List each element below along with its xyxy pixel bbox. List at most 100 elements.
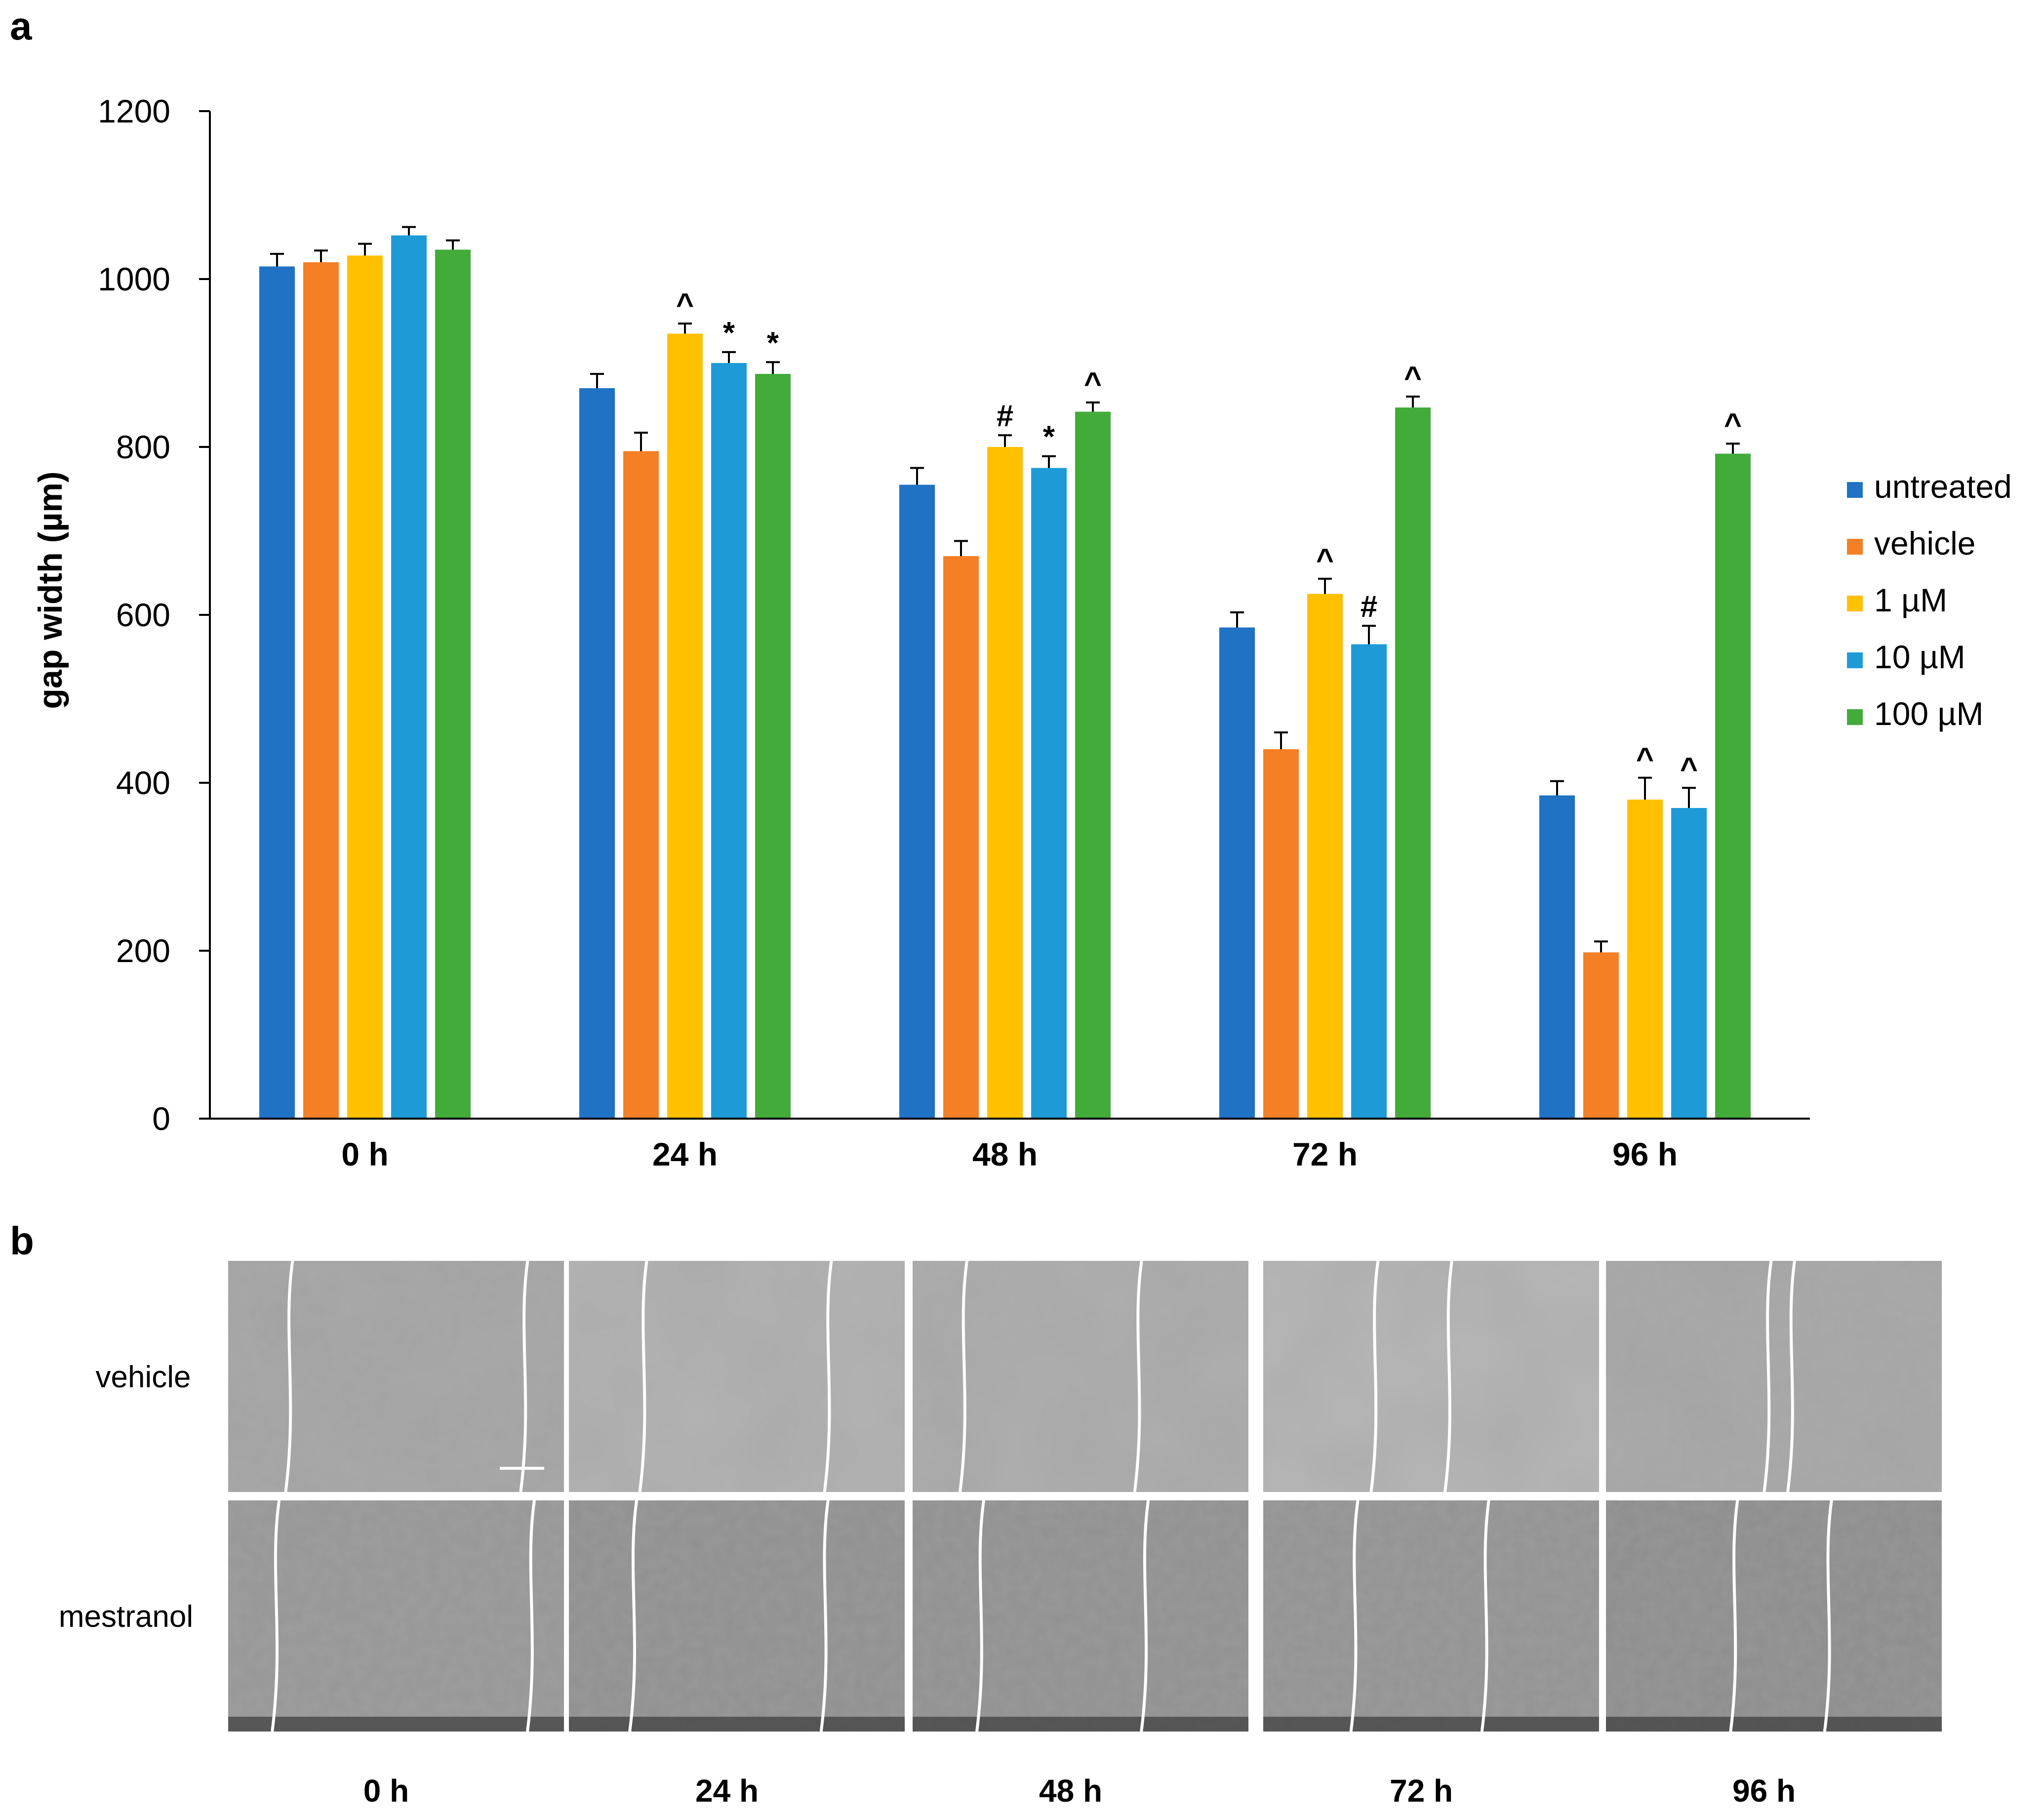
legend-entry: 1 µM (1874, 582, 1947, 618)
bar-vehicle-24h (623, 451, 659, 1119)
y-axis-label: gap width (µm) (32, 471, 69, 709)
bar-untreated-0h (259, 266, 295, 1119)
row-label-vehicle: vehicle (96, 1360, 191, 1394)
micrograph-edge-shadow (913, 1717, 1248, 1732)
bar-10-m-0h (391, 235, 427, 1119)
wound-edge-right (519, 1260, 529, 1492)
bar-100-m-96h (1715, 453, 1751, 1119)
micrograph-tile-mestranol-48h (913, 1500, 1248, 1732)
column-label: 96 h (1732, 1773, 1796, 1809)
micrograph-panel: vehicle mestranol 0 h 24 h 48 h 72 h 96 h (59, 1260, 1942, 1809)
bar-untreated-96h (1539, 795, 1575, 1119)
micrograph-texture (1263, 1500, 1599, 1732)
bar-10-m-48h (1031, 468, 1067, 1119)
legend-entry: vehicle (1874, 525, 1975, 562)
column-label: 0 h (363, 1773, 409, 1809)
micrograph-edge-shadow (228, 1717, 564, 1732)
column-label: 72 h (1390, 1773, 1453, 1809)
micrograph-texture (913, 1261, 1248, 1492)
bar-untreated-24h (579, 388, 615, 1119)
bar-untreated-72h (1219, 627, 1255, 1119)
legend-entry: 10 µM (1874, 639, 1965, 675)
y-tick-label: 1000 (98, 261, 170, 297)
significance-marker: * (767, 326, 779, 360)
significance-marker: ^ (1680, 752, 1698, 786)
micrograph-tile-vehicle-48h (913, 1260, 1248, 1492)
wound-edge-right (1823, 1500, 1833, 1732)
bar-1-m-96h (1627, 800, 1663, 1119)
significance-marker: ^ (1636, 742, 1654, 776)
micrograph-texture (1606, 1261, 1942, 1492)
wound-edge-left (638, 1260, 648, 1492)
bar-1-m-72h (1307, 594, 1343, 1119)
significance-marker: ^ (1724, 407, 1742, 442)
bar-vehicle-48h (943, 556, 979, 1119)
bar-100-m-24h (755, 374, 791, 1119)
legend-entry: 100 µM (1874, 695, 1983, 732)
y-axis: 0 200 400 600 800 1000 1200 (98, 93, 210, 1137)
micrograph-texture (1263, 1261, 1599, 1492)
micrograph-texture (569, 1261, 905, 1492)
micrograph-tile-mestranol-24h (569, 1500, 905, 1732)
bar-1-m-0h (347, 255, 383, 1119)
bar-chart: gap width (µm) 0 200 400 600 800 1000 1200 ^ * *… (32, 93, 2012, 1172)
micrograph-edge-shadow (569, 1717, 905, 1732)
micrograph-texture (228, 1500, 564, 1732)
wound-edge-right (1480, 1500, 1490, 1732)
legend-swatch (1847, 709, 1863, 725)
column-label: 48 h (1039, 1773, 1102, 1809)
bar-vehicle-96h (1583, 952, 1619, 1119)
wound-edge-right (823, 1260, 833, 1492)
wound-edge-right (819, 1500, 830, 1732)
significance-marker: # (1361, 590, 1377, 624)
legend-entry: untreated (1874, 468, 2012, 505)
wound-edge-left (959, 1260, 968, 1492)
bar-vehicle-72h (1263, 749, 1299, 1119)
x-tick-label: 24 h (652, 1136, 718, 1172)
significance-marker: * (723, 316, 735, 350)
micrograph-texture (1606, 1500, 1942, 1732)
legend: untreated vehicle 1 µM 10 µM 100 µM (1847, 468, 2012, 732)
bar-100-m-48h (1075, 411, 1111, 1119)
significance-marker: ^ (676, 287, 694, 322)
bar-1-m-24h (667, 333, 703, 1119)
micrograph-tile-mestranol-96h (1606, 1500, 1942, 1732)
wound-edge-left (628, 1500, 639, 1732)
micrograph-tile-vehicle-24h (569, 1260, 905, 1492)
y-tick-label: 200 (116, 932, 170, 969)
panel-a-label: a (10, 4, 32, 48)
micrograph-tile-mestranol-0h (228, 1500, 564, 1732)
wound-edge-right (1133, 1260, 1143, 1492)
micrograph-texture (913, 1500, 1248, 1732)
micrograph-texture (569, 1500, 905, 1732)
bar-vehicle-0h (303, 262, 339, 1119)
micrograph-tile-vehicle-72h (1263, 1260, 1599, 1492)
y-tick-label: 600 (116, 597, 170, 633)
significance-marker: ^ (1084, 366, 1102, 401)
wound-edge-right (1786, 1260, 1796, 1492)
row-label-mestranol: mestranol (59, 1600, 193, 1634)
bar-10-m-96h (1671, 808, 1707, 1119)
legend-swatch (1847, 596, 1863, 611)
micrograph-tile-mestranol-72h (1263, 1500, 1599, 1732)
y-tick-label: 1200 (98, 93, 170, 129)
wound-edge-left (271, 1500, 281, 1732)
column-label: 24 h (695, 1773, 759, 1809)
wound-edge-right (1443, 1260, 1453, 1492)
bar-1-m-48h (987, 447, 1023, 1119)
micrograph-tile-vehicle-96h (1606, 1260, 1942, 1492)
bar-10-m-24h (711, 363, 747, 1119)
micrograph-tile-vehicle-0h (228, 1260, 564, 1492)
x-tick-label: 0 h (341, 1136, 388, 1172)
bar-untreated-48h (899, 484, 935, 1119)
x-tick-label: 72 h (1292, 1136, 1358, 1172)
wound-edge-right (526, 1500, 536, 1732)
legend-swatch (1847, 482, 1863, 498)
micrograph-edge-shadow (1606, 1717, 1942, 1732)
micrograph-texture (228, 1261, 564, 1492)
wound-edge-left (975, 1500, 985, 1732)
y-tick-label: 800 (116, 429, 170, 465)
legend-swatch (1847, 539, 1863, 555)
x-tick-label: 96 h (1612, 1136, 1678, 1172)
significance-marker: # (997, 399, 1013, 433)
